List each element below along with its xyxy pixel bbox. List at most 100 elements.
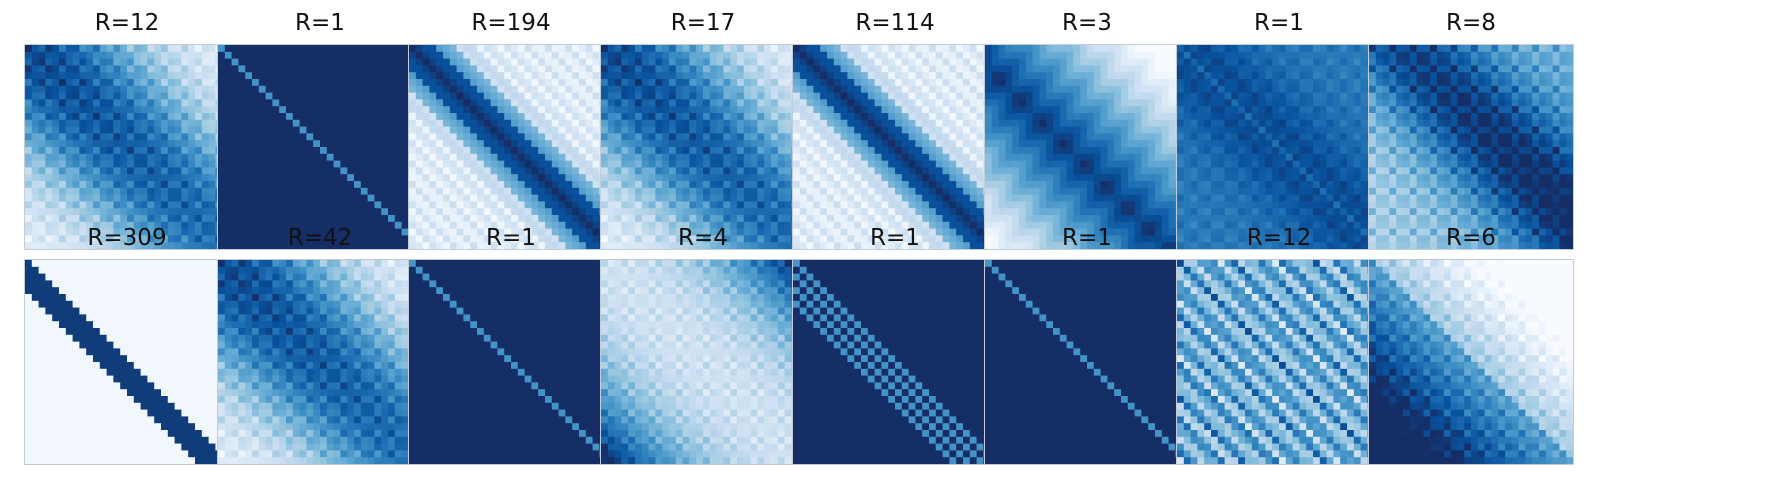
- heatmap-cell: [347, 228, 355, 236]
- heatmap-cell: [572, 167, 580, 175]
- heatmap-cell: [976, 160, 984, 168]
- heatmap-cell: [558, 160, 566, 168]
- heatmap-cell: [127, 167, 135, 175]
- heatmap-cell: [59, 235, 67, 243]
- heatmap-cell: [847, 228, 855, 236]
- heatmap-cell: [963, 235, 971, 243]
- heatmap-cell: [1053, 113, 1061, 121]
- heatmap-plot-area: [408, 44, 614, 250]
- heatmap-cell: [881, 126, 889, 134]
- heatmap-cell: [1012, 106, 1020, 114]
- heatmap-cell: [72, 72, 80, 80]
- heatmap-cell: [929, 140, 937, 148]
- heatmap-cell: [381, 201, 389, 209]
- heatmap-cell: [1066, 79, 1074, 87]
- heatmap-cell: [272, 99, 280, 107]
- heatmap-cell: [655, 181, 663, 189]
- heatmap-cell: [737, 194, 745, 202]
- heatmap-cell: [429, 45, 437, 53]
- heatmap-cell: [320, 140, 328, 148]
- heatmap-cell: [161, 92, 169, 100]
- heatmap-cell: [757, 215, 765, 223]
- heatmap-cell: [635, 72, 643, 80]
- heatmap-cell: [737, 79, 745, 87]
- heatmap-cell: [662, 92, 670, 100]
- heatmap-cell: [901, 92, 909, 100]
- heatmap-cell: [1141, 51, 1149, 59]
- heatmap-cell: [174, 106, 182, 114]
- heatmap-cell: [847, 221, 855, 229]
- heatmap-cell: [120, 113, 128, 121]
- heatmap-cell: [813, 174, 821, 182]
- heatmap-cell: [1012, 65, 1020, 73]
- heatmap-cell: [572, 153, 580, 161]
- heatmap-cell: [743, 106, 751, 114]
- heatmap-cell: [154, 119, 162, 127]
- heatmap-cell: [682, 221, 690, 229]
- heatmap-cell: [1168, 133, 1176, 141]
- heatmap-cell: [949, 113, 957, 121]
- heatmap-cell: [737, 235, 745, 243]
- heatmap-cell: [675, 113, 683, 121]
- heatmap-cell: [1148, 140, 1156, 148]
- heatmap-cell: [572, 208, 580, 216]
- heatmap-cell: [607, 133, 615, 141]
- heatmap-cell: [628, 174, 636, 182]
- heatmap-cell: [422, 147, 430, 155]
- heatmap-cell: [354, 221, 362, 229]
- heatmap-cell: [709, 45, 717, 53]
- heatmap-cell: [689, 65, 697, 73]
- heatmap-cell: [252, 140, 260, 148]
- heatmap-cell: [59, 160, 67, 168]
- heatmap-cell: [614, 65, 622, 73]
- heatmap-cell: [1100, 85, 1108, 93]
- heatmap-cell: [1114, 140, 1122, 148]
- heatmap-cell: [188, 174, 196, 182]
- heatmap-cell: [1059, 79, 1067, 87]
- heatmap-cell: [86, 167, 94, 175]
- heatmap-cell: [224, 235, 232, 243]
- heatmap-cell: [120, 187, 128, 195]
- heatmap-cell: [1032, 92, 1040, 100]
- heatmap-cell: [1046, 147, 1054, 155]
- heatmap-cell: [1005, 92, 1013, 100]
- heatmap-cell: [367, 85, 375, 93]
- heatmap-cell: [935, 140, 943, 148]
- heatmap-cell: [969, 65, 977, 73]
- heatmap-cell: [31, 153, 39, 161]
- heatmap-cell: [922, 99, 930, 107]
- heatmap-cell: [252, 99, 260, 107]
- heatmap-cell: [827, 201, 835, 209]
- heatmap-cell: [793, 153, 801, 161]
- heatmap-cell: [326, 221, 334, 229]
- heatmap-cell: [813, 187, 821, 195]
- heatmap-cell: [436, 79, 444, 87]
- heatmap-cell: [669, 167, 677, 175]
- heatmap-cell: [607, 113, 615, 121]
- heatmap-cell: [827, 228, 835, 236]
- heatmap-cell: [181, 51, 189, 59]
- heatmap-cell: [252, 126, 260, 134]
- heatmap-cell: [113, 174, 121, 182]
- heatmap-cell: [881, 58, 889, 66]
- heatmap-cell: [272, 228, 280, 236]
- heatmap-cell: [558, 235, 566, 243]
- heatmap-cell: [374, 85, 382, 93]
- heatmap-cell: [374, 126, 382, 134]
- heatmap-cell: [614, 58, 622, 66]
- heatmap-cell: [1046, 106, 1054, 114]
- heatmap-cell: [320, 153, 328, 161]
- heatmap-cell: [279, 99, 287, 107]
- heatmap-cell: [1114, 45, 1122, 53]
- heatmap-cell: [79, 126, 87, 134]
- heatmap-matrix: [218, 45, 422, 249]
- heatmap-cell: [511, 72, 519, 80]
- heatmap-cell: [45, 99, 53, 107]
- heatmap-cell: [374, 79, 382, 87]
- heatmap-cell: [443, 242, 451, 249]
- heatmap-cell: [93, 85, 101, 93]
- heatmap-cell: [956, 235, 964, 243]
- heatmap-cell: [188, 106, 196, 114]
- heatmap-cell: [449, 79, 457, 87]
